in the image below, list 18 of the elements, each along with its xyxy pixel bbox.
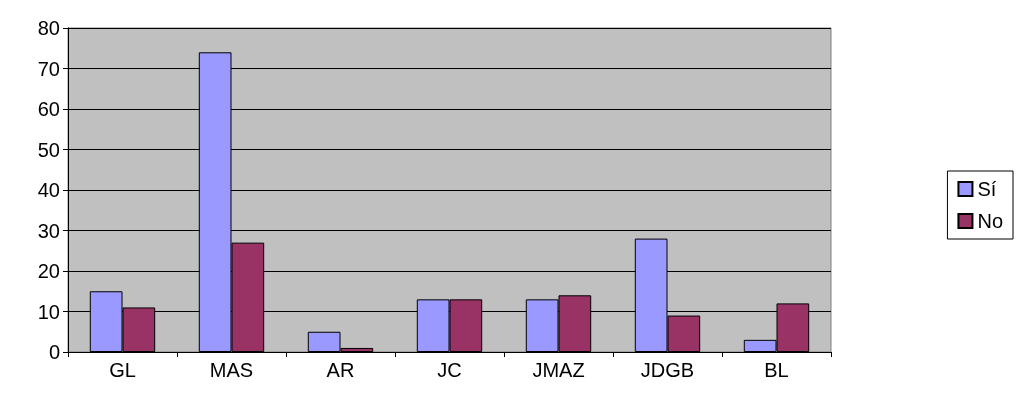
y-tick-label: 40 xyxy=(37,179,60,201)
y-tick-label: 80 xyxy=(37,17,60,39)
y-tick-label: 30 xyxy=(37,219,60,242)
x-tick-label: AR xyxy=(326,359,355,381)
x-tick-label: BL xyxy=(764,359,789,381)
y-tick-label: 10 xyxy=(37,300,60,323)
legend-label: Sí xyxy=(977,178,997,200)
y-tick-label: 20 xyxy=(37,260,60,282)
y-tick-label: 60 xyxy=(37,98,60,120)
x-tick-label: JDGB xyxy=(640,359,695,381)
y-tick-label: 0 xyxy=(48,341,60,363)
y-tick-label: 70 xyxy=(37,57,60,80)
x-tick-label: MAS xyxy=(209,359,254,381)
y-tick-label: 50 xyxy=(37,138,60,161)
x-tick-label: JMAZ xyxy=(532,359,585,381)
legend-label: No xyxy=(977,210,1004,232)
x-tick-label: JC xyxy=(437,359,462,381)
x-tick-label: GL xyxy=(109,359,136,381)
